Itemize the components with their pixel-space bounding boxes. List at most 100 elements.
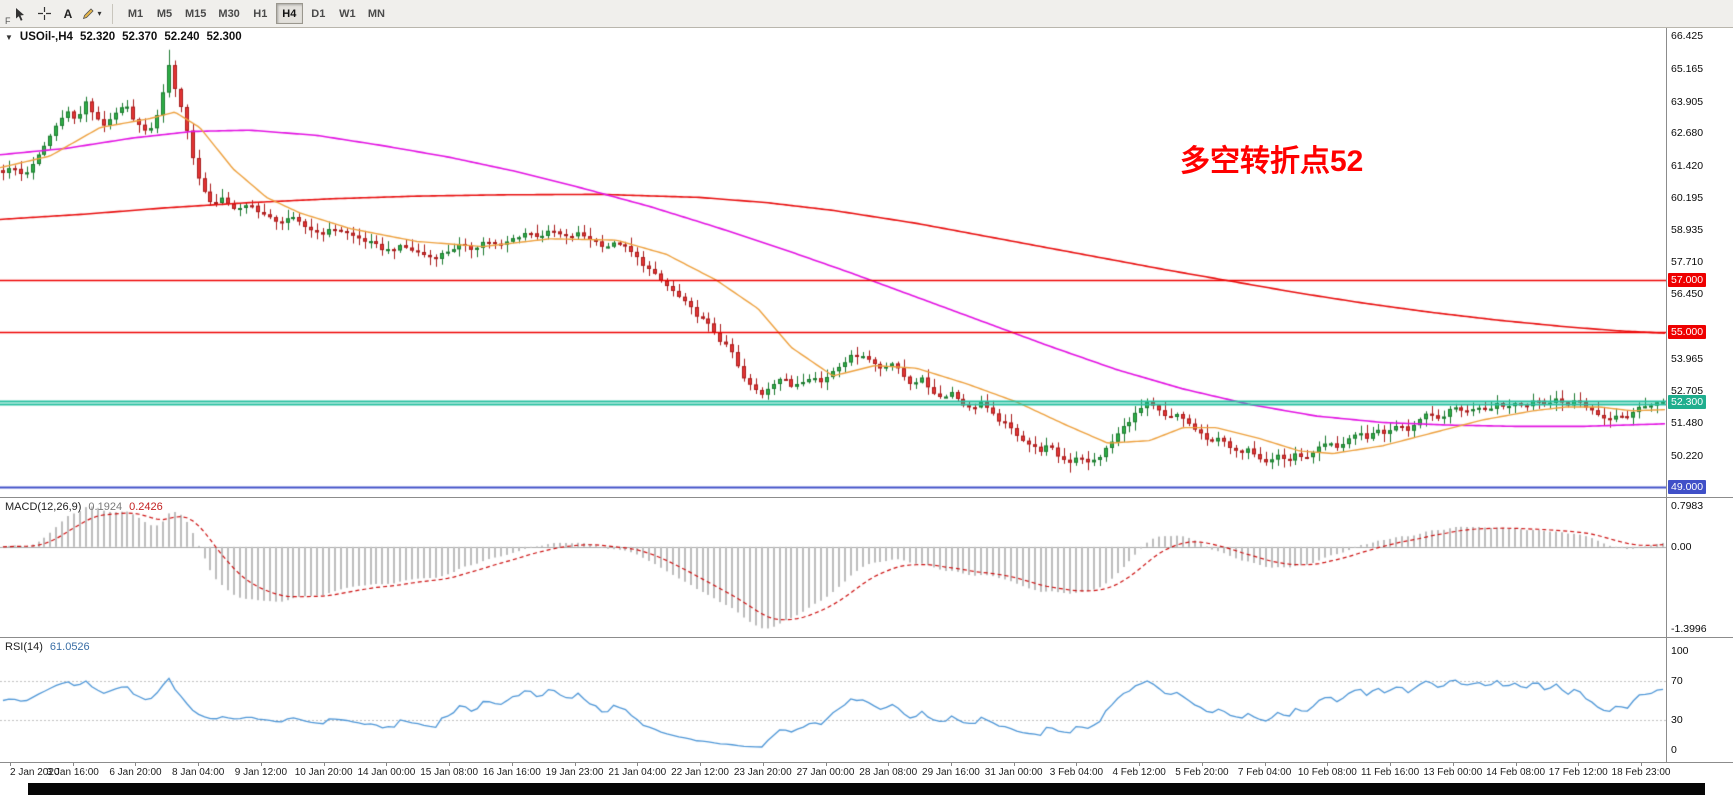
axis-label: 51.480 — [1671, 417, 1704, 429]
axis-label: 100 — [1671, 644, 1689, 657]
macd-signal-value: 0.2426 — [129, 501, 163, 513]
time-tick — [511, 763, 513, 766]
time-tick — [574, 763, 576, 766]
macd-plot[interactable]: MACD(12,26,9) 0.1924 0.2426 — [0, 498, 1666, 637]
price-chip: 49.000 — [1668, 480, 1707, 495]
time-axis-label: 7 Feb 04:00 — [1237, 767, 1292, 778]
text-tool-button[interactable]: A — [56, 3, 80, 25]
crosshair-icon — [37, 7, 51, 20]
axis-label: 62.680 — [1671, 127, 1704, 140]
chart-annotation[interactable]: 多空转折点52 — [1180, 145, 1364, 178]
ohlc-low: 52.240 — [164, 31, 200, 43]
time-axis-label: 10 Jan 20:00 — [294, 767, 353, 778]
macd-canvas[interactable] — [0, 498, 1666, 637]
time-tick — [1076, 763, 1078, 766]
axis-label: 52.705 — [1671, 385, 1704, 398]
timeframe-button-h4[interactable]: H4 — [275, 3, 303, 24]
time-axis-label: 4 Feb 12:00 — [1112, 767, 1166, 778]
timeframe-button-d1[interactable]: D1 — [305, 3, 332, 24]
time-tick — [1013, 763, 1015, 766]
time-axis-label: 19 Jan 23:00 — [545, 767, 604, 778]
time-tick — [1264, 763, 1266, 766]
bottom-bar-row — [0, 783, 1733, 795]
time-axis-label: 5 Feb 20:00 — [1175, 767, 1229, 778]
time-axis-label: 11 Feb 16:00 — [1360, 767, 1420, 778]
rsi-axis[interactable]: 100 70 30 0 — [1666, 638, 1733, 762]
rsi-name: RSI(14) — [5, 641, 43, 653]
crosshair-tool-button[interactable] — [32, 3, 56, 25]
axis-label: 63.905 — [1671, 95, 1704, 108]
time-axis-label: 9 Jan 12:00 — [234, 767, 288, 778]
timeframe-button-m1[interactable]: M1 — [122, 3, 149, 24]
price-chart-plot[interactable]: ▼ USOil-,H4 52.320 52.370 52.240 52.300 … — [0, 28, 1666, 497]
cursor-icon — [14, 7, 26, 21]
ohlc-close: 52.300 — [206, 31, 242, 43]
time-tick — [323, 763, 325, 766]
pencil-icon — [82, 7, 95, 20]
rsi-canvas[interactable] — [0, 638, 1666, 762]
time-tick — [1201, 763, 1203, 766]
time-axis-label: 14 Jan 00:00 — [357, 767, 416, 778]
time-tick — [1641, 763, 1642, 766]
time-tick — [198, 763, 200, 766]
time-tick — [1452, 763, 1454, 766]
axis-label: 57.710 — [1671, 255, 1704, 268]
timeframe-button-m15[interactable]: M15 — [180, 3, 211, 24]
axis-label: 30 — [1671, 714, 1683, 727]
axis-label: 70 — [1671, 674, 1683, 687]
axis-label: 50.220 — [1671, 449, 1704, 462]
time-axis[interactable]: 2 Jan 2020 3 Jan 16:00 6 Jan 20:00 8 Jan 04… — [0, 763, 1733, 783]
time-axis-label: 29 Jan 16:00 — [922, 767, 980, 778]
symbol-timeframe: USOil-,H4 — [19, 31, 73, 43]
timeframe-button-m30[interactable]: M30 — [213, 3, 244, 24]
time-axis-label: 10 Feb 08:00 — [1297, 767, 1357, 778]
rsi-panel: RSI(14) 61.0526 100 70 30 0 — [0, 638, 1733, 763]
price-chip: 52.300 — [1668, 394, 1707, 409]
price-chip: 57.000 — [1668, 273, 1707, 288]
time-axis-label: 14 Feb 08:00 — [1486, 767, 1546, 778]
time-tick — [1327, 763, 1329, 766]
time-tick — [1515, 763, 1517, 766]
timeframe-button-h1[interactable]: H1 — [247, 3, 274, 24]
time-tick — [260, 763, 262, 766]
chart-title: ▼ USOil-,H4 52.320 52.370 52.240 52.300 — [5, 31, 242, 43]
time-tick — [1578, 763, 1580, 766]
axis-label: 0.00 — [1671, 540, 1692, 553]
main-chart-panel: ▼ USOil-,H4 52.320 52.370 52.240 52.300 … — [0, 28, 1733, 498]
time-axis-label: 23 Jan 20:00 — [733, 767, 792, 778]
axis-label: 61.420 — [1671, 159, 1704, 172]
macd-name: MACD(12,26,9) — [5, 501, 82, 513]
time-axis-label: 18 Feb 23:00 — [1611, 767, 1671, 778]
rsi-plot[interactable]: RSI(14) 61.0526 — [0, 638, 1666, 762]
price-chart-canvas[interactable] — [0, 28, 1666, 497]
ohlc-open: 52.320 — [79, 31, 116, 43]
price-axis[interactable]: 66.425 65.165 63.905 62.680 61.420 60.195 58.9… — [1666, 28, 1733, 497]
timeframe-button-mn[interactable]: MN — [363, 3, 390, 24]
macd-panel: MACD(12,26,9) 0.1924 0.2426 0.7983 0.00 -1… — [0, 498, 1733, 638]
text-tool-label: A — [63, 6, 73, 21]
time-tick — [637, 763, 639, 766]
axis-label: 56.450 — [1671, 288, 1704, 301]
cursor-tool-button[interactable] — [8, 3, 32, 25]
rsi-value: 61.0526 — [49, 641, 90, 653]
timeframe-button-m5[interactable]: M5 — [151, 3, 178, 24]
draw-tools-button[interactable]: ▾ — [80, 3, 104, 25]
ohlc-high: 52.370 — [122, 31, 158, 43]
axis-label: 0.7983 — [1671, 500, 1704, 512]
axis-label: 53.965 — [1671, 352, 1704, 365]
macd-main-value: 0.1924 — [88, 501, 123, 513]
time-tick — [9, 763, 11, 766]
time-axis-label: 15 Jan 08:00 — [420, 767, 479, 778]
toolbar: A ▾ M1 M5 M15 M30 H1 H4 D1 W1 MN F — [0, 0, 1733, 28]
time-axis-label: 3 Jan 16:00 — [46, 767, 99, 778]
bottom-black-bar — [28, 783, 1705, 795]
timeframe-button-w1[interactable]: W1 — [334, 3, 361, 24]
ohlc-toggle-icon[interactable]: ▼ — [5, 32, 13, 42]
time-tick — [72, 763, 74, 766]
chevron-down-icon: ▾ — [97, 9, 102, 18]
time-axis-label: 3 Feb 04:00 — [1049, 767, 1104, 778]
axis-label: 66.425 — [1671, 30, 1704, 43]
macd-axis[interactable]: 0.7983 0.00 -1.3996 — [1666, 498, 1733, 637]
macd-label: MACD(12,26,9) 0.1924 0.2426 — [5, 501, 163, 513]
